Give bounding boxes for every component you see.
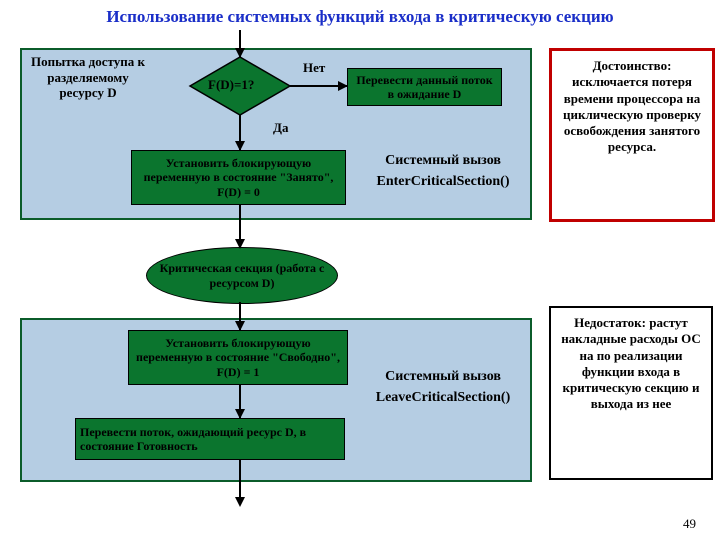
arrow-icon xyxy=(338,80,350,92)
advantage-box: Достоинство: исключается потеря времени … xyxy=(549,48,715,222)
arrow-icon xyxy=(234,409,246,421)
critical-section-ellipse: Критическая секция (работа с ресурсом D) xyxy=(146,247,338,304)
syscall-enter-l2: EnterCriticalSection() xyxy=(358,171,528,192)
arrow-icon xyxy=(234,239,246,251)
syscall-leave-l2: LeaveCriticalSection() xyxy=(358,387,528,408)
syscall-enter: Системный вызов EnterCriticalSection() xyxy=(358,150,528,192)
no-label: Нет xyxy=(303,60,325,76)
page-number: 49 xyxy=(683,516,696,532)
syscall-enter-l1: Системный вызов xyxy=(358,150,528,171)
arrow-icon xyxy=(234,48,246,60)
wait-box: Перевести данный поток в ожидание D xyxy=(347,68,502,106)
arrow-icon xyxy=(234,497,246,509)
syscall-leave-l1: Системный вызов xyxy=(358,366,528,387)
slide-title: Использование системных функций входа в … xyxy=(0,0,720,30)
ready-box: Перевести поток, ожидающий ресурс D, в с… xyxy=(75,418,345,460)
arrow-icon xyxy=(234,321,246,333)
set-free-box: Установить блокирующую переменную в сост… xyxy=(128,330,348,385)
access-attempt-label: Попытка доступа к разделяемому ресурсу D xyxy=(28,54,148,101)
diamond-text: F(D)=1? xyxy=(208,77,254,93)
set-busy-box: Установить блокирующую переменную в сост… xyxy=(131,150,346,205)
syscall-leave: Системный вызов LeaveCriticalSection() xyxy=(358,366,528,408)
disadvantage-box: Недостаток: растут накладные расходы ОС … xyxy=(549,306,713,480)
arrow-icon xyxy=(234,141,246,153)
yes-label: Да xyxy=(273,120,288,136)
